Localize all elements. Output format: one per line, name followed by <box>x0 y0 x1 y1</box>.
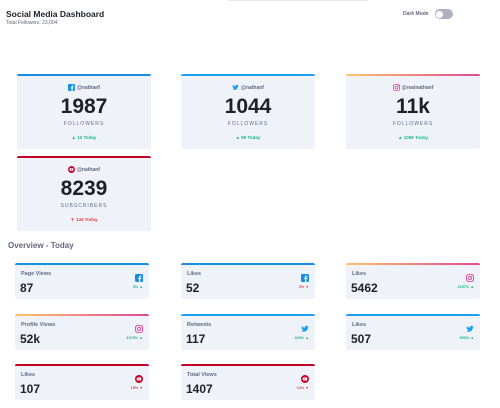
overview-card-youtube-likes[interactable]: Likes 107 19% ▼ <box>15 364 149 400</box>
total-followers: Total Followers: 23,004 <box>6 20 58 26</box>
subscriber-unit: SUBSCRIBERS <box>60 203 108 209</box>
page-title: Social Media Dashboard <box>6 9 105 19</box>
facebook-icon <box>68 84 76 91</box>
twitter-icon <box>466 320 474 338</box>
youtube-icon <box>135 370 143 388</box>
card-topbar <box>181 314 315 316</box>
overview-card-instagram-likes[interactable]: Likes 5462 2257% ▲ <box>346 263 480 299</box>
card-topbar <box>17 74 151 76</box>
facebook-icon <box>135 269 143 287</box>
follower-count: 1044 <box>224 95 272 118</box>
card-topbar <box>15 314 149 316</box>
card-handle: @nathanf <box>241 84 264 91</box>
daily-change: ▼ 144 Today <box>70 217 98 222</box>
twitter-card[interactable]: @nathanf 1044 FOLLOWERS ▲ 99 Today <box>181 74 315 149</box>
overview-card-facebook-likes[interactable]: Likes 52 2% ▼ <box>181 263 315 299</box>
card-topbar <box>17 156 151 158</box>
youtube-icon <box>301 370 309 388</box>
overview-label: Profile Views <box>21 322 56 328</box>
follower-unit: FOLLOWERS <box>63 121 105 127</box>
overview-value: 117 <box>186 332 206 346</box>
card-topbar <box>346 314 480 316</box>
facebook-card[interactable]: @nathanf 1987 FOLLOWERS ▲ 12 Today <box>17 74 151 149</box>
overview-label: Page Views <box>21 271 52 277</box>
twitter-icon <box>232 84 239 91</box>
page-header: Social Media Dashboard Total Followers: … <box>6 9 500 39</box>
instagram-card[interactable]: @realnathanf 11k FOLLOWERS ▲ 1099 Today <box>346 74 480 149</box>
card-topbar <box>15 364 149 366</box>
overview-percent: 19% ▼ <box>130 386 143 390</box>
overview-percent: 303% ▲ <box>294 336 309 340</box>
overview-card-youtube-total-views[interactable]: Total Views 1407 12% ▼ <box>181 364 315 400</box>
youtube-card[interactable]: @nathanf 8239 SUBSCRIBERS ▼ 144 Today <box>17 156 151 231</box>
instagram-icon <box>135 320 143 338</box>
overview-label: Retweets <box>187 322 212 328</box>
overview-card-twitter-likes[interactable]: Likes 507 553% ▲ <box>346 314 480 350</box>
card-topbar <box>346 74 480 76</box>
card-topbar <box>15 263 149 265</box>
dark-mode-toggle[interactable] <box>434 9 453 19</box>
handle-row: @nathanf <box>181 84 315 91</box>
overview-value: 52k <box>20 332 41 346</box>
card-handle: @nathanf <box>77 84 100 91</box>
card-topbar <box>181 74 315 76</box>
overview-value: 52 <box>186 281 200 295</box>
dark-mode-control: Dark Mode <box>403 9 453 19</box>
follower-unit: FOLLOWERS <box>227 121 269 127</box>
overview-title: Overview - Today <box>8 241 74 250</box>
daily-change: ▲ 12 Today <box>71 135 97 140</box>
overview-label: Likes <box>352 271 367 277</box>
follower-unit: FOLLOWERS <box>392 121 434 127</box>
facebook-icon <box>301 269 309 287</box>
overview-card-facebook-page-views[interactable]: Page Views 87 3% ▲ <box>15 263 149 299</box>
handle-row: @nathanf <box>17 166 151 173</box>
follower-count: 11k <box>396 95 430 118</box>
twitter-icon <box>301 320 309 338</box>
overview-label: Likes <box>352 322 367 328</box>
dark-mode-label: Dark Mode <box>403 11 429 17</box>
top-divider <box>228 0 368 1</box>
overview-percent: 2% ▼ <box>298 285 309 289</box>
overview-percent: 553% ▲ <box>459 336 474 340</box>
overview-value: 5462 <box>351 281 378 295</box>
follower-count: 1987 <box>60 95 108 118</box>
handle-row: @nathanf <box>17 84 151 91</box>
overview-card-twitter-retweets[interactable]: Retweets 117 303% ▲ <box>181 314 315 350</box>
instagram-icon <box>466 269 474 287</box>
card-topbar <box>346 263 480 265</box>
card-handle: @realnathanf <box>401 84 434 91</box>
card-topbar <box>181 364 315 366</box>
overview-value: 507 <box>351 332 372 346</box>
overview-percent: 2257% ▲ <box>457 285 474 289</box>
card-topbar <box>181 263 315 265</box>
overview-value: 1407 <box>186 382 213 396</box>
overview-value: 107 <box>20 382 41 396</box>
overview-card-instagram-profile-views[interactable]: Profile Views 52k 1375% ▲ <box>15 314 149 350</box>
toggle-knob <box>436 10 444 18</box>
youtube-icon <box>68 166 76 173</box>
card-handle: @nathanf <box>77 166 100 173</box>
overview-label: Likes <box>187 271 202 277</box>
handle-row: @realnathanf <box>346 84 480 91</box>
overview-label: Likes <box>21 372 36 378</box>
instagram-icon <box>392 84 400 91</box>
overview-label: Total Views <box>187 372 217 378</box>
overview-percent: 1375% ▲ <box>126 336 143 340</box>
overview-percent: 12% ▼ <box>296 386 309 390</box>
overview-value: 87 <box>20 281 34 295</box>
overview-percent: 3% ▲ <box>132 285 143 289</box>
subscriber-count: 8239 <box>60 177 108 200</box>
daily-change: ▲ 1099 Today <box>398 135 428 140</box>
daily-change: ▲ 99 Today <box>235 135 261 140</box>
